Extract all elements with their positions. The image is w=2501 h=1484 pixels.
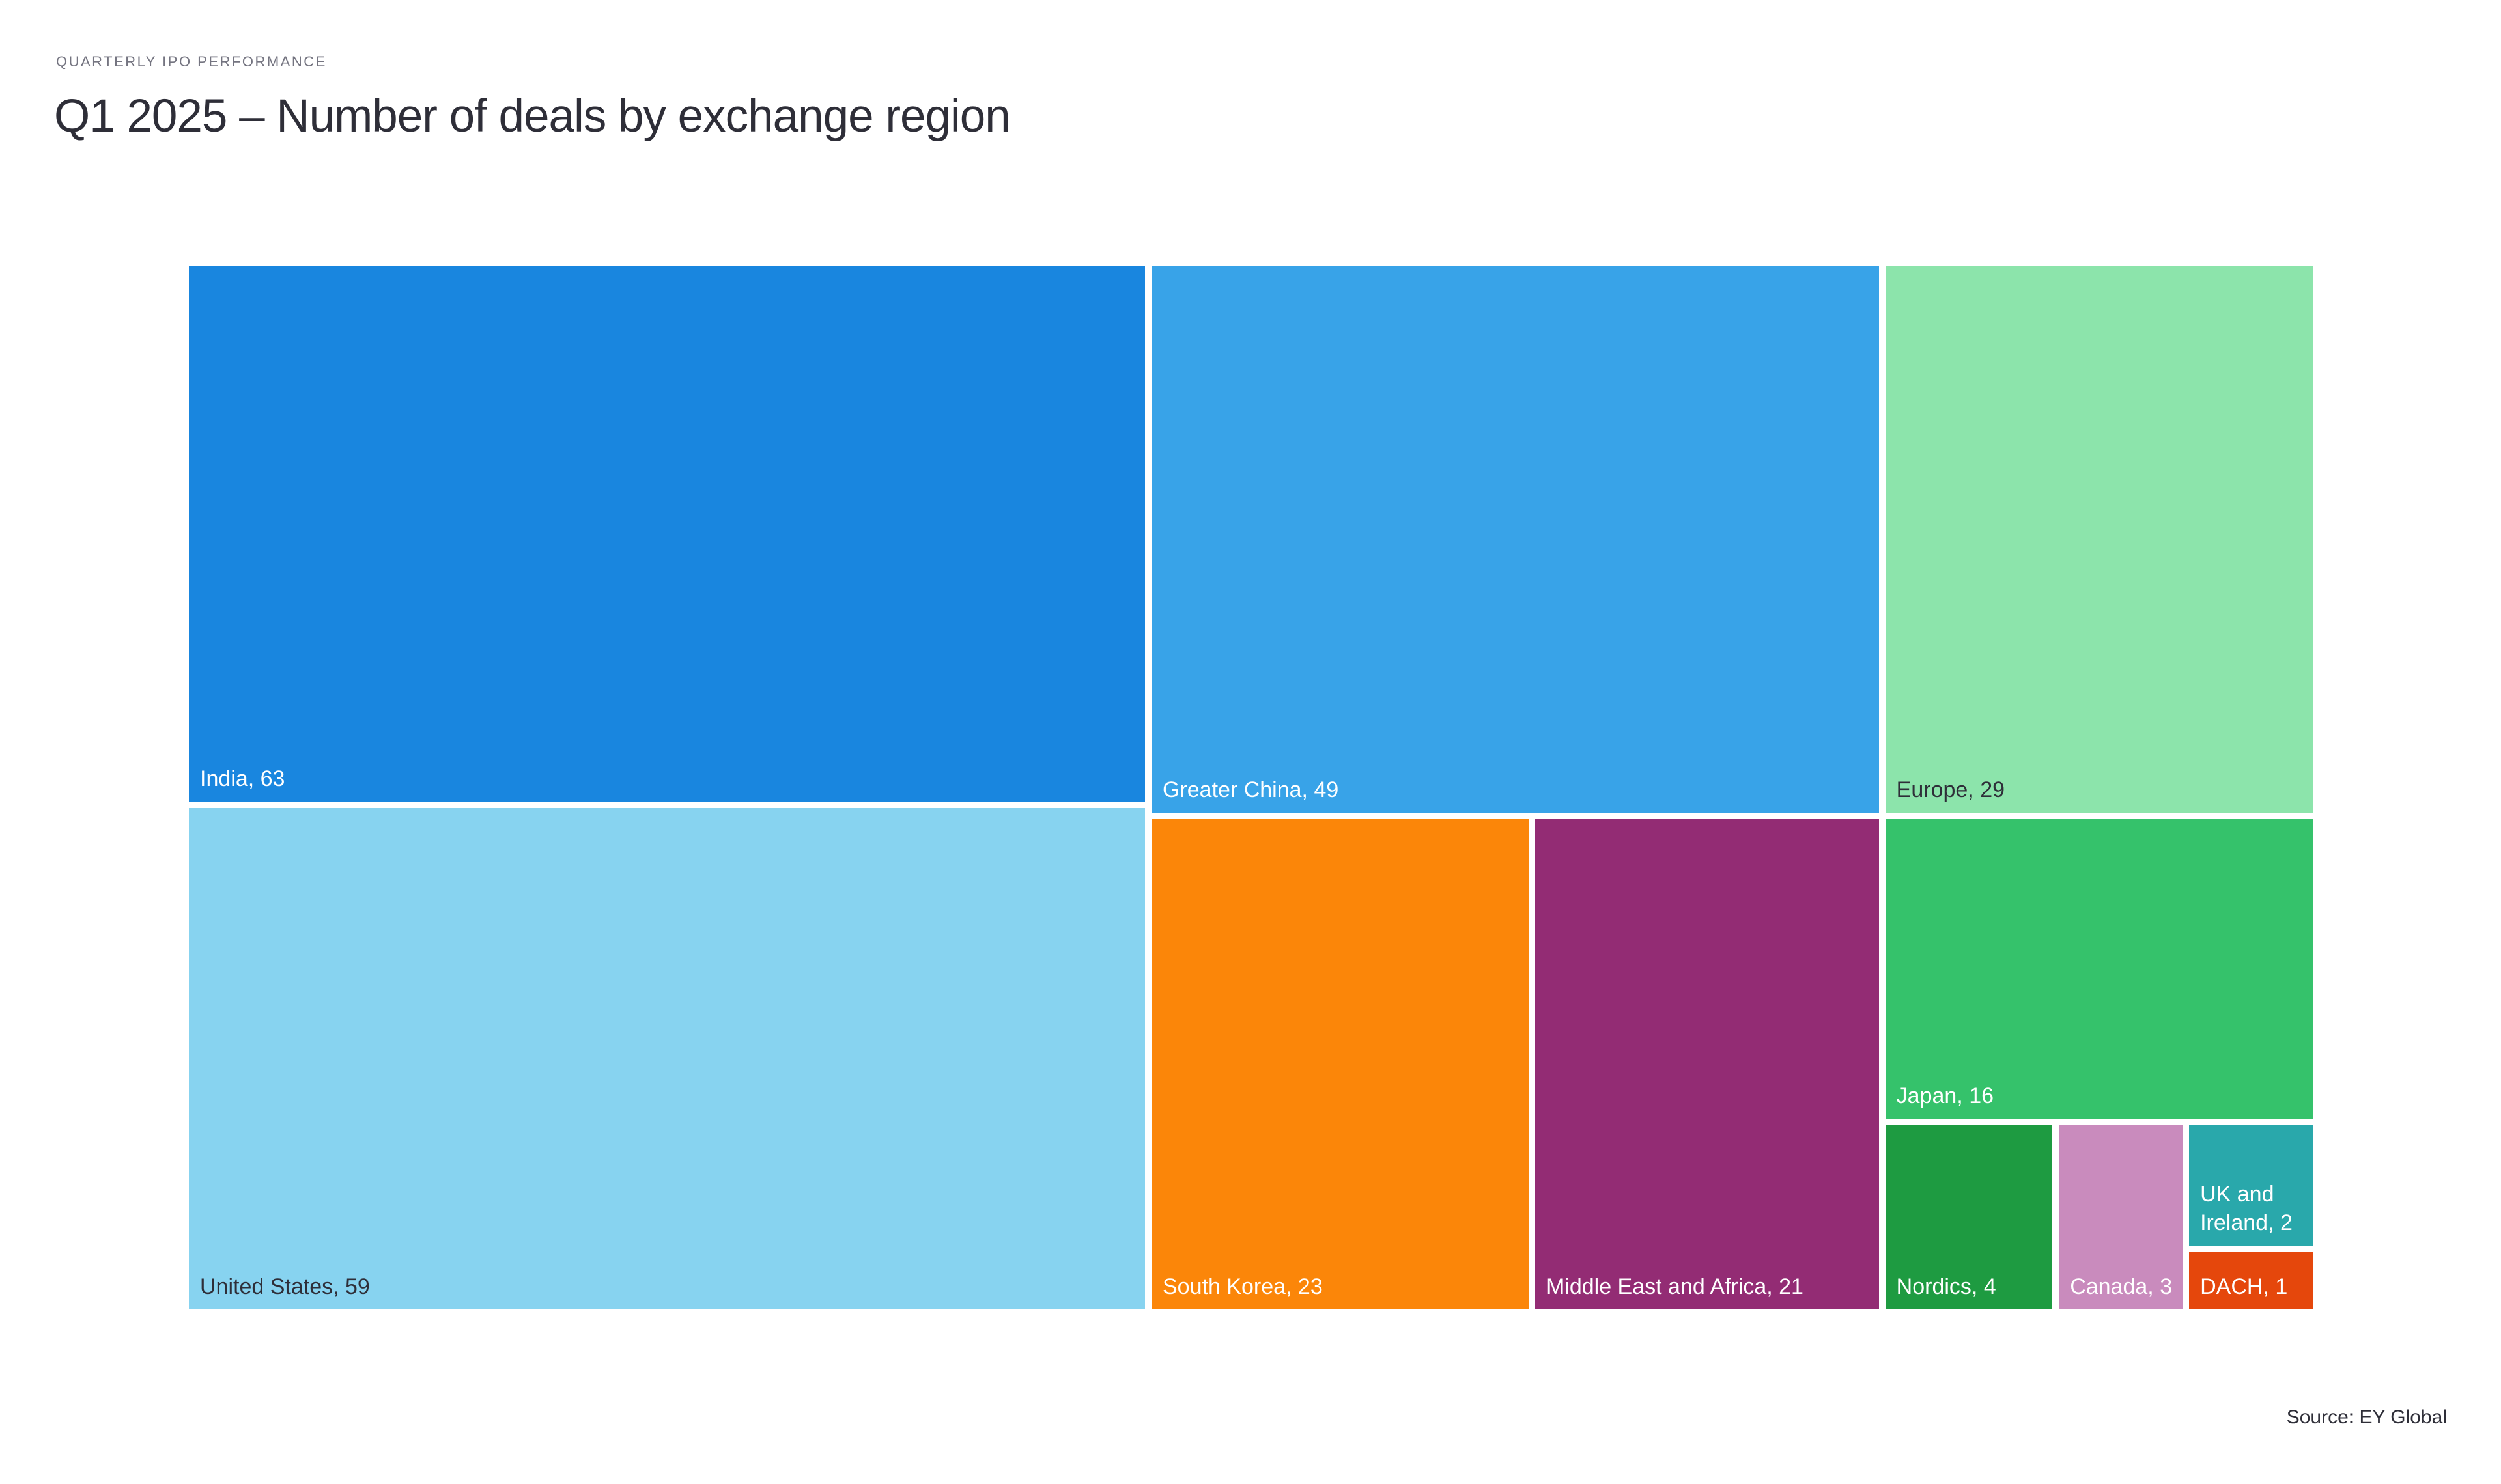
chart-title: Q1 2025 – Number of deals by exchange re… bbox=[54, 91, 1011, 142]
treemap-cell-fill: Canada, 3 bbox=[2059, 1125, 2183, 1309]
treemap-cell-middle-east-and-africa[interactable]: Middle East and Africa, 21 bbox=[1532, 816, 1882, 1313]
treemap-cell-label: United States, 59 bbox=[200, 1274, 370, 1299]
treemap-cell-europe[interactable]: Europe, 29 bbox=[1882, 262, 2316, 816]
treemap-cell-label: Europe, 29 bbox=[1896, 777, 2005, 803]
treemap-cell-fill: Europe, 29 bbox=[1885, 266, 2313, 813]
treemap-cell-label: DACH, 1 bbox=[2200, 1274, 2288, 1299]
treemap-cell-united-states[interactable]: United States, 59 bbox=[186, 805, 1148, 1313]
treemap-cell-label: Nordics, 4 bbox=[1896, 1274, 1996, 1299]
treemap-cell-label: South Korea, 23 bbox=[1163, 1274, 1323, 1299]
treemap-cell-greater-china[interactable]: Greater China, 49 bbox=[1148, 262, 1882, 816]
treemap-cell-fill: UK and Ireland, 2 bbox=[2189, 1125, 2313, 1246]
treemap-cell-label: Greater China, 49 bbox=[1163, 777, 1339, 802]
treemap-cell-label: Middle East and Africa, 21 bbox=[1546, 1274, 1803, 1299]
treemap-cell-label: Japan, 16 bbox=[1896, 1083, 1994, 1108]
treemap: India, 63 United States, 59 Greater China,… bbox=[186, 262, 2316, 1313]
treemap-cell-dach[interactable]: DACH, 1 bbox=[2186, 1249, 2316, 1313]
treemap-cell-nordics[interactable]: Nordics, 4 bbox=[1882, 1122, 2056, 1313]
chart-eyebrow: QUARTERLY IPO PERFORMANCE bbox=[56, 53, 327, 70]
treemap-cell-label: India, 63 bbox=[200, 766, 285, 791]
treemap-cell-fill: Middle East and Africa, 21 bbox=[1534, 819, 1879, 1309]
treemap-cell-fill: Japan, 16 bbox=[1885, 819, 2313, 1119]
treemap-cell-fill: United States, 59 bbox=[189, 807, 1145, 1309]
treemap-cell-fill: Nordics, 4 bbox=[1885, 1125, 2053, 1309]
treemap-cell-fill: India, 63 bbox=[189, 266, 1145, 802]
treemap-cell-fill: South Korea, 23 bbox=[1152, 819, 1529, 1309]
treemap-cell-fill: DACH, 1 bbox=[2189, 1252, 2313, 1309]
treemap-cell-south-korea[interactable]: South Korea, 23 bbox=[1148, 816, 1532, 1313]
treemap-cell-fill: Greater China, 49 bbox=[1152, 266, 1879, 813]
treemap-cell-canada[interactable]: Canada, 3 bbox=[2056, 1122, 2186, 1313]
treemap-cell-label: Canada, 3 bbox=[2070, 1274, 2173, 1299]
treemap-cell-india[interactable]: India, 63 bbox=[186, 262, 1148, 805]
treemap-cell-uk-and-ireland[interactable]: UK and Ireland, 2 bbox=[2186, 1122, 2316, 1250]
source-note: Source: EY Global bbox=[2286, 1407, 2447, 1428]
treemap-cell-label: UK and Ireland, 2 bbox=[2200, 1181, 2293, 1236]
treemap-cell-japan[interactable]: Japan, 16 bbox=[1882, 816, 2316, 1121]
